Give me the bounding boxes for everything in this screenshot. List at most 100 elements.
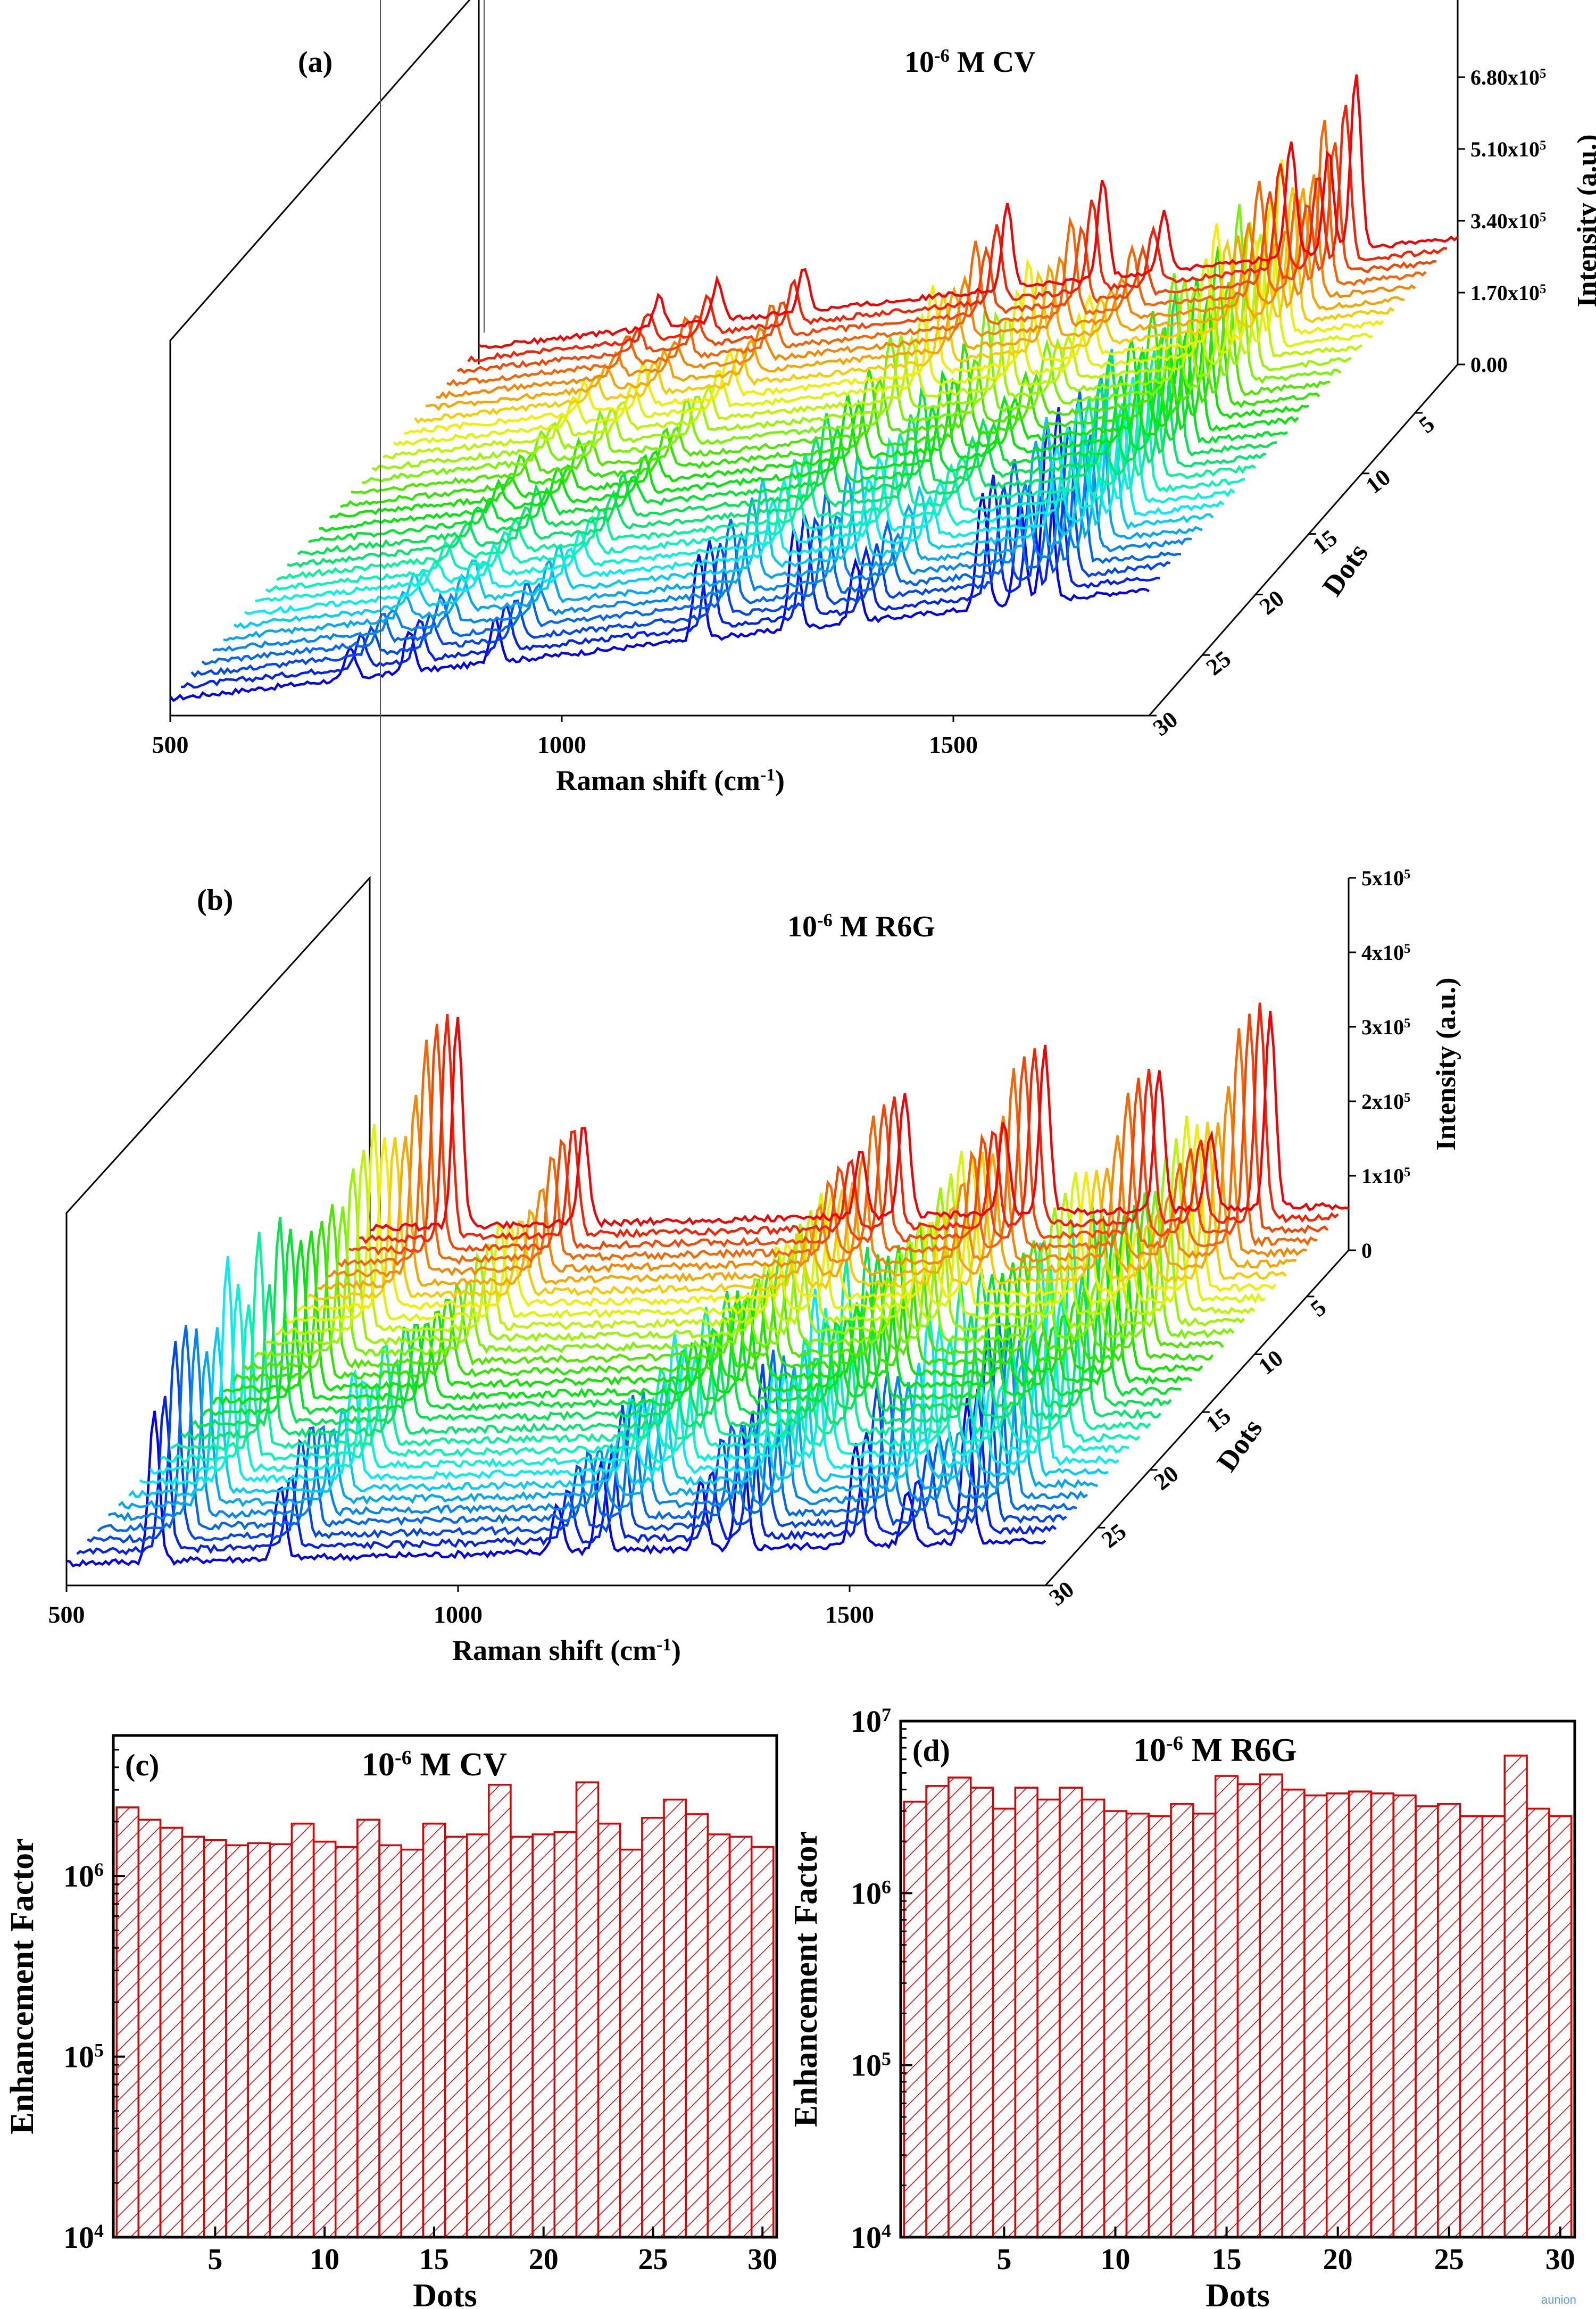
watermark-logo: aunion xyxy=(1541,2293,1576,2306)
spectrum-series-9 xyxy=(393,200,1373,446)
plot-frame xyxy=(112,1734,778,2239)
bar-dot-17 xyxy=(466,1833,490,2238)
bar-dot-14 xyxy=(400,1848,425,2238)
x-tick-label: 25 xyxy=(638,2243,668,2276)
spectrum-series-1 xyxy=(369,1011,1349,1232)
bar-dot-28 xyxy=(706,1833,731,2238)
bar-dot-23 xyxy=(1392,1794,1417,2238)
bar-dot-11 xyxy=(1125,1813,1150,2238)
spectrum-series-14 xyxy=(232,1205,1214,1383)
bar-dot-12 xyxy=(1148,1815,1172,2238)
bar-dot-16 xyxy=(444,1835,468,2238)
spectrum-series-28 xyxy=(87,1328,1067,1544)
x-tick-label: 20 xyxy=(1323,2243,1353,2276)
spectrum-series-11 xyxy=(264,1155,1245,1348)
spectrum-series-18 xyxy=(297,292,1277,556)
bar-dot-15 xyxy=(1214,1775,1239,2238)
bar-dot-16 xyxy=(1236,1783,1261,2238)
y-tick-label: 107 xyxy=(851,1704,891,1739)
spectrum-series-30 xyxy=(66,1398,1046,1568)
bar-dot-23 xyxy=(597,1822,621,2238)
bar-dot-26 xyxy=(1459,1815,1484,2238)
x-tick-label: 10 xyxy=(1101,2243,1130,2276)
bar-dot-4 xyxy=(969,1787,994,2238)
bar-dot-25 xyxy=(641,1817,665,2238)
y-tick-label: 106 xyxy=(851,1876,891,1911)
bar-dot-30 xyxy=(1548,1815,1573,2238)
bar-dot-1 xyxy=(903,1800,927,2238)
bar-dot-21 xyxy=(553,1831,578,2238)
bar-dot-24 xyxy=(1415,1805,1439,2238)
bar-dot-2 xyxy=(925,1785,950,2238)
x-tick-label: 5 xyxy=(996,2243,1011,2276)
box-left-edge xyxy=(169,0,480,716)
bar-dot-17 xyxy=(1259,1773,1283,2238)
panel-title: 10-6 M CV xyxy=(904,45,1036,79)
bar-dot-18 xyxy=(488,1783,512,2238)
bar-dot-22 xyxy=(575,1781,600,2238)
bar-dot-21 xyxy=(1348,1790,1373,2238)
depth-axis-line xyxy=(1044,1249,1350,1587)
spectrum-series-19 xyxy=(180,1274,1161,1441)
bar-dot-19 xyxy=(510,1835,534,2238)
bar-dot-28 xyxy=(1503,1755,1528,2238)
spectrum-series-2 xyxy=(467,104,1448,362)
intensity-tick-label: 4x105 xyxy=(1361,941,1410,965)
bar-dot-10 xyxy=(312,1840,337,2238)
dots-tick-label: 5 xyxy=(1306,1294,1331,1322)
spectrum-series-8 xyxy=(404,159,1384,435)
intensity-tick-label: 3.40x105 xyxy=(1470,209,1546,233)
x-tick-label: 1000 xyxy=(434,1601,483,1628)
spectrum-series-17 xyxy=(201,1216,1182,1417)
bar-dot-22 xyxy=(1370,1792,1394,2238)
spectrum-series-5 xyxy=(327,1086,1307,1278)
bar-dot-4 xyxy=(181,1835,205,2238)
spectrum-series-21 xyxy=(265,351,1245,593)
box-left-edge xyxy=(65,876,371,1585)
bar-dot-15 xyxy=(422,1822,446,2238)
spectrum-series-12 xyxy=(361,204,1342,484)
x-tick-label: 500 xyxy=(48,1601,85,1628)
spectrum-series-18 xyxy=(191,1207,1172,1430)
bar-dot-8 xyxy=(269,1843,293,2238)
x-axis-label: Raman shift (cm-1) xyxy=(452,1634,681,1666)
intensity-tick-label: 1.70x105 xyxy=(1470,281,1546,305)
bar-dot-9 xyxy=(290,1822,315,2238)
x-tick-label: 30 xyxy=(747,2243,777,2276)
panel-c-bar-chart: 104 105 106 5 10 15 20 25 30 Dots Enhancement Fact… xyxy=(4,1734,778,2309)
spectrum-series-4 xyxy=(337,1028,1318,1268)
bar-dot-27 xyxy=(1481,1815,1506,2238)
bar-dot-9 xyxy=(1081,1798,1105,2238)
spectrum-series-1 xyxy=(478,74,1459,349)
y-tick-label: 105 xyxy=(851,2048,891,2083)
spectrum-series-25 xyxy=(118,1340,1098,1510)
x-tick-label: 30 xyxy=(1545,2243,1575,2276)
spectrum-series-26 xyxy=(108,1322,1088,1522)
y-tick-label: 105 xyxy=(63,2040,104,2074)
panel-letter: (c) xyxy=(125,1748,159,1782)
bar-dot-3 xyxy=(159,1826,184,2238)
x-axis-label: Raman shift (cm-1) xyxy=(556,765,785,796)
bar-dot-5 xyxy=(992,1807,1017,2238)
bar-dot-1 xyxy=(115,1806,140,2238)
spectrum-series-4 xyxy=(446,120,1427,387)
spectrum-series-21 xyxy=(160,1294,1141,1463)
intensity-tick-label: 5.10x105 xyxy=(1470,137,1546,161)
bar-dot-26 xyxy=(663,1798,687,2238)
y-tick-label: 104 xyxy=(63,2220,104,2255)
spectrum-series-3 xyxy=(456,142,1437,374)
bar-dot-27 xyxy=(685,1813,709,2238)
intensity-tick-label: 3x105 xyxy=(1361,1015,1410,1039)
panel-title: 10-6 M R6G xyxy=(1133,1732,1297,1768)
dots-tick-label: 5 xyxy=(1414,411,1440,438)
bar-dot-14 xyxy=(1192,1813,1217,2238)
bar-dot-20 xyxy=(1326,1792,1350,2238)
x-tick-label: 25 xyxy=(1434,2243,1464,2276)
bar-dot-6 xyxy=(1014,1787,1038,2238)
bar-dot-20 xyxy=(531,1833,556,2238)
spectrum-series-22 xyxy=(255,377,1235,602)
bar-dot-19 xyxy=(1303,1794,1328,2238)
bar-dot-24 xyxy=(619,1848,643,2238)
